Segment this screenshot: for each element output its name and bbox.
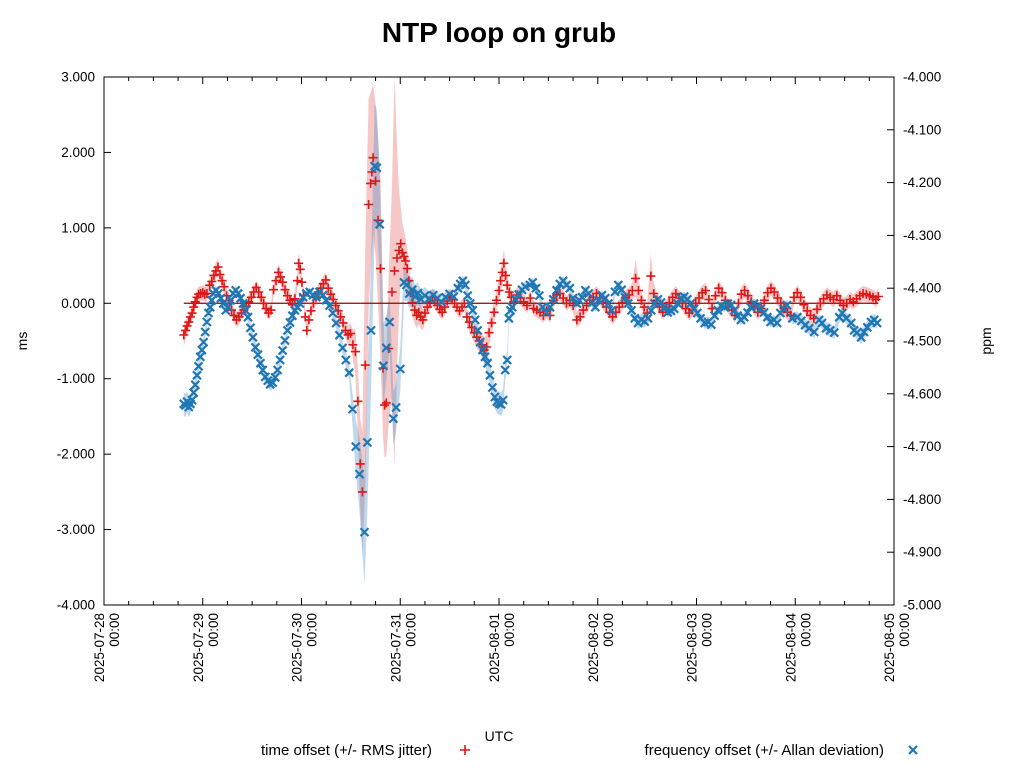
svg-text:2025-08-05: 2025-08-05: [882, 613, 897, 682]
svg-text:2025-08-01: 2025-08-01: [487, 613, 502, 682]
legend-label-time-offset: time offset (+/- RMS jitter): [261, 742, 432, 759]
svg-text:2025-08-04: 2025-08-04: [783, 613, 798, 683]
x-tick-label: 2025-07-29 00:00: [191, 613, 221, 682]
svg-text:2025-07-29: 2025-07-29: [191, 613, 206, 682]
x-axis-label: UTC: [485, 728, 514, 744]
data-points-frequency-offset: [179, 161, 882, 537]
svg-text:2025-08-02: 2025-08-02: [586, 613, 601, 682]
right-tick-label: -5.000: [903, 598, 941, 613]
x-tick-label: 2025-08-05 00:00: [882, 613, 912, 682]
svg-text:00:00: 00:00: [403, 613, 418, 647]
left-tick-label: 0.000: [61, 296, 95, 311]
left-tick-label: -3.000: [57, 522, 95, 537]
x-tick-label: 2025-08-01 00:00: [487, 613, 517, 682]
right-tick-label: -4.400: [903, 281, 941, 296]
plot-frame: [103, 76, 895, 606]
svg-text:00:00: 00:00: [305, 613, 320, 647]
left-tick-label: 2.000: [61, 145, 95, 160]
left-tick-label: -2.000: [57, 447, 95, 462]
svg-text:2025-07-31: 2025-07-31: [388, 613, 403, 682]
svg-text:2025-07-30: 2025-07-30: [290, 613, 305, 682]
svg-text:2025-08-03: 2025-08-03: [685, 613, 700, 682]
right-tick-label: -4.600: [903, 386, 941, 401]
right-tick-label: -4.900: [903, 545, 941, 560]
x-tick-label: 2025-08-04 00:00: [783, 613, 813, 683]
right-tick-label: -4.000: [903, 70, 941, 85]
right-tick-label: -4.300: [903, 228, 941, 243]
cross-marker-icon: [908, 745, 918, 755]
error-band-time-offset: [183, 77, 879, 553]
svg-text:00:00: 00:00: [897, 613, 912, 647]
right-tick-label: -4.200: [903, 175, 941, 190]
x-tick-label: 2025-07-30 00:00: [290, 613, 320, 682]
svg-text:00:00: 00:00: [601, 613, 616, 647]
svg-text:00:00: 00:00: [206, 613, 221, 647]
legend-label-frequency-offset: frequency offset (+/- Allan deviation): [645, 742, 884, 759]
chart-title: NTP loop on grub: [382, 17, 616, 48]
x-tick-label: 2025-07-31 00:00: [388, 613, 418, 682]
right-tick-label: -4.800: [903, 492, 941, 507]
x-tick-label: 2025-07-28 00:00: [92, 613, 122, 682]
left-tick-label: 1.000: [61, 220, 95, 235]
right-tick-label: -4.500: [903, 334, 941, 349]
right-axis-label: ppm: [978, 327, 994, 354]
data-markers: [179, 153, 883, 537]
svg-text:00:00: 00:00: [798, 613, 813, 647]
left-tick-label: 3.000: [61, 70, 95, 85]
left-axis-label: ms: [14, 332, 30, 351]
svg-text:00:00: 00:00: [700, 613, 715, 647]
left-tick-label: -4.000: [57, 598, 95, 613]
x-tick-label: 2025-08-03 00:00: [685, 613, 715, 682]
svg-text:00:00: 00:00: [502, 613, 517, 647]
tick-labels: 3.000 2.000 1.000 0.000 -1.000 -2.000 -3.000 -4…: [57, 70, 942, 683]
x-tick-label: 2025-08-02 00:00: [586, 613, 616, 682]
left-tick-label: -1.000: [57, 371, 95, 386]
right-tick-label: -4.700: [903, 439, 941, 454]
svg-text:00:00: 00:00: [107, 613, 122, 647]
svg-text:2025-07-28: 2025-07-28: [92, 613, 107, 682]
legend: time offset (+/- RMS jitter) frequency o…: [261, 742, 918, 759]
plus-marker-icon: [460, 745, 470, 755]
right-tick-label: -4.100: [903, 122, 941, 137]
